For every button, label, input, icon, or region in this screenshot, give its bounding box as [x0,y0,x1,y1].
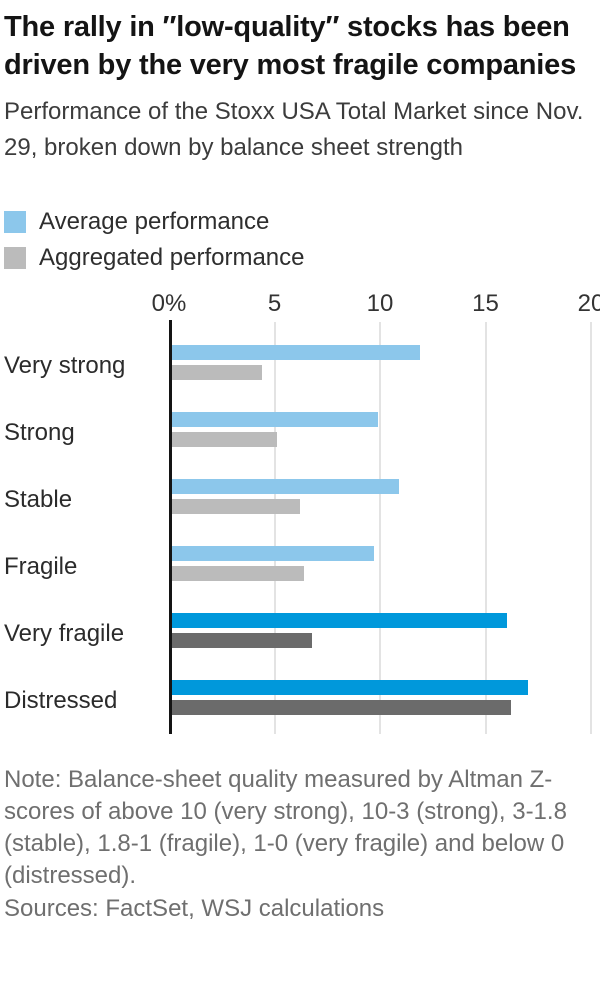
category-label: Fragile [4,552,78,580]
average-performance-swatch [4,211,26,233]
y-axis-line [169,320,172,734]
legend-label-aggregated: Aggregated performance [39,244,305,271]
bar-row [169,399,591,466]
legend: Average performance Aggregated performan… [4,204,594,276]
aggregated-performance-bar [169,365,262,380]
category-label: Very fragile [4,619,125,647]
category-label: Strong [4,418,75,446]
legend-label-average: Average performance [39,208,270,235]
bar-row [169,332,591,399]
category-label-row: Distressed [4,667,169,734]
category-label-row: Very strong [4,332,169,399]
plot-area [169,320,592,734]
average-performance-bar [169,680,528,695]
category-label: Stable [4,485,73,513]
x-axis-labels: 0% 5 10 15 20 [152,290,600,322]
bar-row [169,533,591,600]
aggregated-performance-bar [169,499,300,514]
gridline [273,322,276,734]
category-label: Distressed [4,686,118,714]
average-performance-bar [169,546,374,561]
average-performance-bar [169,345,421,360]
aggregated-performance-bar [169,700,511,715]
category-label-row: Stable [4,466,169,533]
aggregated-performance-bar [169,566,305,581]
bar-row [169,466,591,533]
x-axis-tick-label: 15 [472,290,499,317]
average-performance-bar [169,479,399,494]
chart-card: The rally in ″low-quality″ stocks has be… [4,11,600,922]
category-label-row: Fragile [4,533,169,600]
aggregated-performance-swatch [4,247,26,269]
category-label-row: Very fragile [4,600,169,667]
gridline [590,322,592,734]
legend-item-average: Average performance [4,204,594,240]
category-labels: Very strong Strong Stable Fragile Very fragi… [4,332,169,734]
chart-subtitle: Performance of the Stoxx USA Total Marke… [4,98,584,161]
bar-row [169,667,591,734]
chart-body: Very strong Strong Stable Fragile Very fragi… [4,320,594,734]
sources-line: Sources: FactSet, WSJ calculations [4,895,385,922]
chart-title: The rally in ″low-quality″ stocks has be… [4,11,576,81]
aggregated-performance-bar [169,432,277,447]
gridline [379,322,381,734]
gridline [484,322,487,734]
average-performance-bar [169,412,378,427]
x-axis-tick-label: 10 [366,290,394,317]
bar-row [169,600,591,667]
category-label: Very strong [4,351,126,379]
x-axis-tick-label: 5 [267,290,282,317]
aggregated-performance-bar [169,633,313,648]
average-performance-bar [169,613,507,628]
legend-item-aggregated: Aggregated performance [4,240,594,276]
footnote: Note: Balance-sheet quality measured by … [4,766,567,889]
x-axis-tick-label: 0% [151,290,187,317]
category-label-row: Strong [4,399,169,466]
bar-chart: 0% 5 10 15 20 Very strong Strong Stable Fragile… [4,290,600,734]
x-axis-tick-label: 20 [577,290,600,317]
